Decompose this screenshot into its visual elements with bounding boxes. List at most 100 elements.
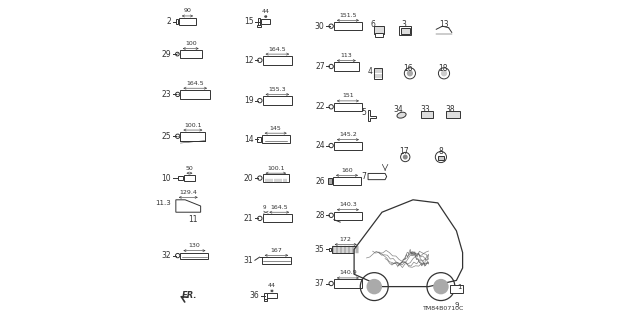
Text: 20: 20: [244, 174, 253, 182]
Bar: [184, 175, 195, 181]
Text: 12: 12: [244, 56, 253, 65]
Text: 44: 44: [262, 9, 269, 14]
Bar: [334, 211, 362, 220]
Text: 27: 27: [315, 62, 324, 71]
Text: TM84B0710C: TM84B0710C: [423, 306, 465, 311]
Text: 33: 33: [420, 105, 430, 115]
Text: 6: 6: [371, 20, 375, 29]
Text: 3: 3: [401, 20, 406, 29]
Text: 10: 10: [161, 174, 171, 182]
Text: 113: 113: [340, 53, 352, 58]
Bar: [334, 142, 362, 150]
Bar: [375, 33, 383, 37]
Text: 38: 38: [445, 105, 455, 115]
Bar: [445, 111, 460, 118]
Text: 145.2: 145.2: [339, 132, 356, 137]
Bar: [334, 279, 362, 287]
Text: 26: 26: [315, 177, 324, 186]
Bar: [262, 135, 290, 143]
Text: 145: 145: [270, 126, 282, 131]
Text: 160: 160: [341, 168, 353, 173]
Text: 1: 1: [457, 284, 461, 290]
Bar: [257, 25, 261, 27]
PathPatch shape: [354, 200, 463, 286]
Bar: [179, 176, 183, 180]
Text: 8: 8: [438, 147, 444, 156]
Bar: [262, 214, 292, 222]
Text: 14: 14: [244, 135, 253, 144]
Circle shape: [441, 70, 447, 77]
Bar: [334, 103, 362, 111]
Bar: [334, 63, 359, 70]
Text: FR.: FR.: [182, 292, 198, 300]
Text: 167: 167: [271, 248, 282, 253]
Text: 32: 32: [161, 251, 171, 260]
Text: 11.3: 11.3: [156, 200, 171, 206]
Text: 100.1: 100.1: [267, 166, 285, 171]
Text: 37: 37: [315, 279, 324, 288]
Text: 15: 15: [244, 17, 253, 26]
Text: 16: 16: [404, 63, 413, 72]
Bar: [258, 19, 260, 25]
Text: 24: 24: [315, 141, 324, 150]
Text: 11: 11: [188, 215, 198, 224]
Text: 130: 130: [189, 243, 200, 248]
Text: 13: 13: [439, 20, 449, 29]
Text: 90: 90: [184, 9, 191, 13]
Bar: [264, 293, 267, 299]
Bar: [328, 178, 332, 184]
Ellipse shape: [397, 112, 406, 118]
Text: 34: 34: [394, 105, 403, 115]
Text: 18: 18: [438, 63, 447, 72]
Text: 19: 19: [244, 96, 253, 105]
Bar: [180, 132, 205, 141]
Text: 35: 35: [315, 245, 324, 254]
Bar: [333, 177, 361, 185]
Text: 140.3: 140.3: [339, 202, 356, 207]
Text: 4: 4: [368, 67, 372, 76]
Bar: [261, 19, 270, 24]
Text: 36: 36: [250, 292, 260, 300]
Text: 25: 25: [161, 132, 171, 141]
Bar: [180, 90, 210, 99]
Text: 31: 31: [244, 256, 253, 265]
Circle shape: [367, 279, 382, 294]
Text: 164.5: 164.5: [186, 81, 204, 86]
Text: 30: 30: [315, 22, 324, 31]
Text: 21: 21: [244, 214, 253, 223]
Text: 23: 23: [161, 90, 171, 99]
Text: 22: 22: [315, 102, 324, 111]
Bar: [257, 137, 261, 142]
Bar: [262, 174, 289, 182]
Bar: [268, 293, 276, 298]
Text: 2: 2: [166, 17, 171, 26]
Text: 151: 151: [342, 93, 354, 99]
Text: 172: 172: [340, 237, 351, 242]
Bar: [177, 19, 179, 24]
Circle shape: [403, 154, 408, 160]
Bar: [374, 68, 382, 79]
Bar: [450, 285, 463, 293]
Bar: [332, 246, 360, 253]
Circle shape: [433, 279, 449, 294]
Bar: [399, 26, 412, 35]
Text: 155.3: 155.3: [269, 87, 286, 92]
Bar: [438, 156, 444, 160]
Bar: [329, 248, 331, 251]
Text: 140.9: 140.9: [339, 271, 356, 275]
Bar: [374, 26, 383, 34]
Text: 164.5: 164.5: [271, 205, 288, 210]
Circle shape: [407, 70, 413, 77]
Bar: [264, 299, 268, 301]
Bar: [420, 111, 433, 118]
Bar: [180, 253, 209, 259]
Bar: [262, 56, 292, 65]
Bar: [179, 18, 196, 25]
Text: 5: 5: [362, 108, 367, 117]
Text: 29: 29: [161, 49, 171, 59]
Text: 164.5: 164.5: [269, 47, 286, 52]
Text: 129.4: 129.4: [179, 190, 197, 195]
Text: 100: 100: [185, 41, 196, 46]
Bar: [334, 22, 362, 30]
Text: 28: 28: [315, 211, 324, 220]
